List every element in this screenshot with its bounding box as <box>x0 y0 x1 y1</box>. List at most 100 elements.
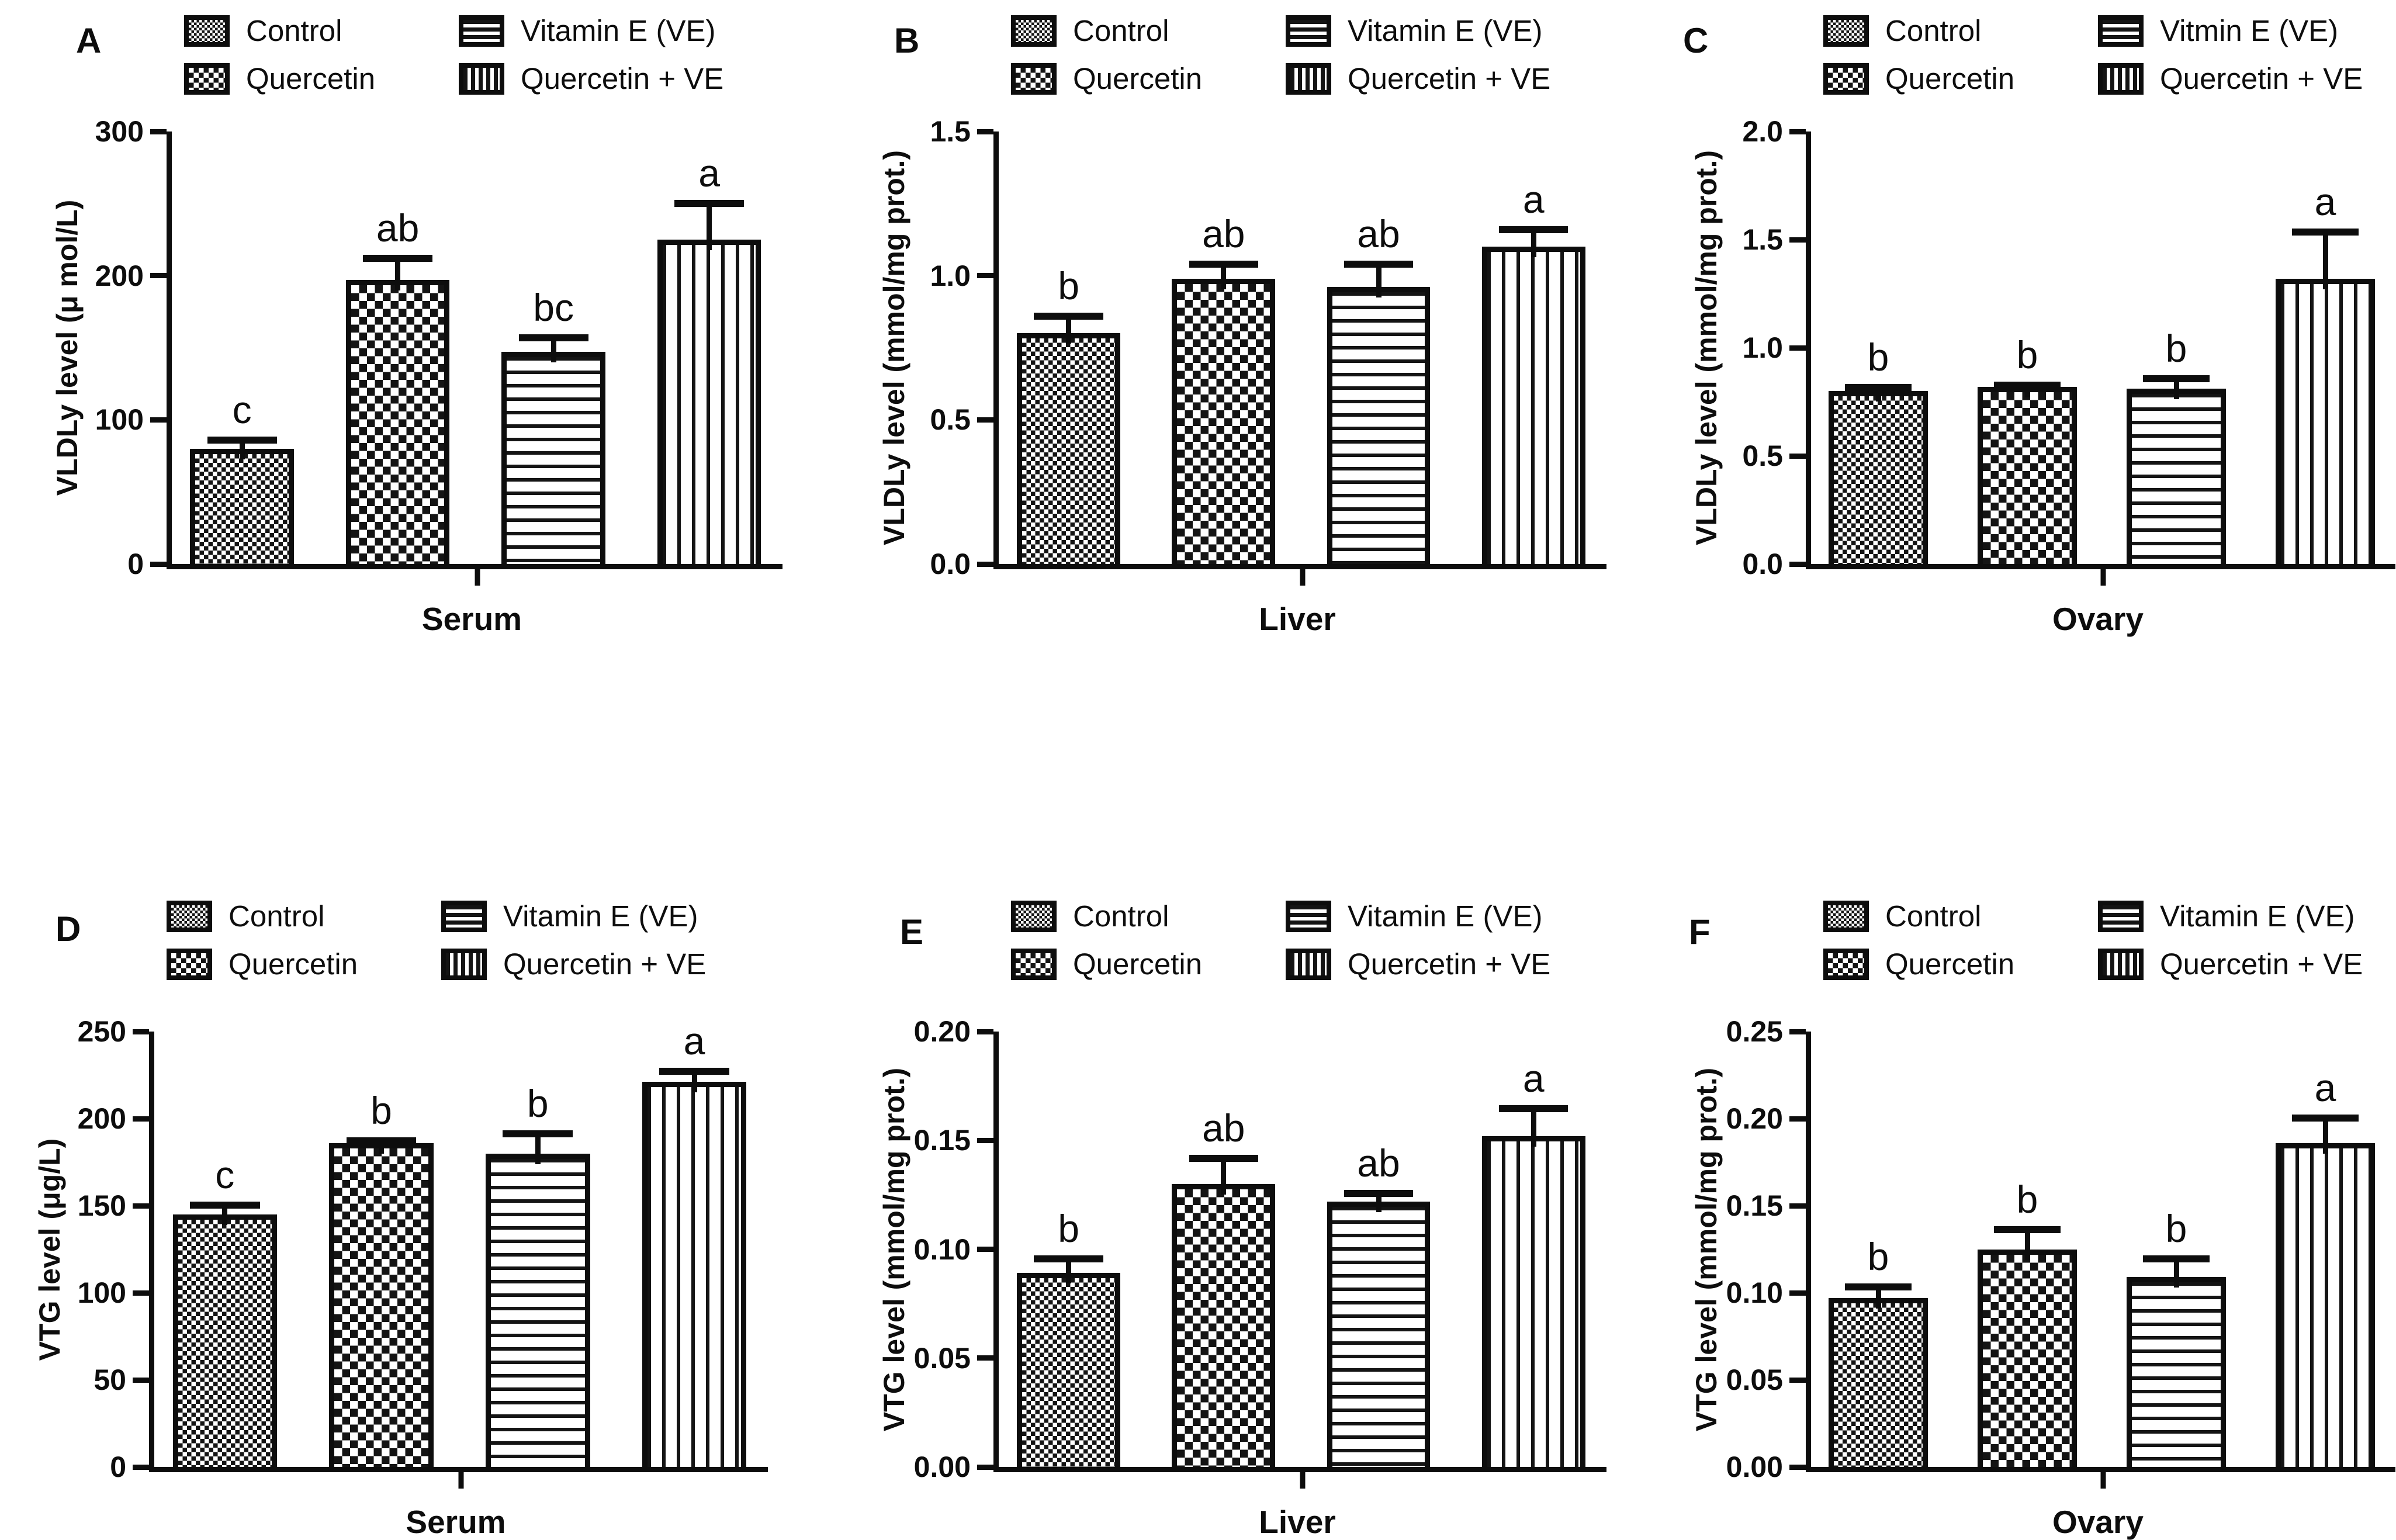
error-bar-cap <box>1498 1105 1569 1112</box>
bar-ve <box>486 1153 590 1467</box>
significance-letter: c <box>232 387 252 431</box>
y-tick-label: 0.05 <box>1726 1363 1783 1396</box>
y-tick-label: 0 <box>127 548 144 580</box>
bar-control <box>172 1214 277 1467</box>
bar-qve <box>657 240 761 564</box>
y-tick-mark <box>150 417 167 423</box>
error-bar-whisker <box>1875 1284 1881 1309</box>
legend: Control Vitamin E (VE) Quercetin Quercetin … <box>184 15 723 95</box>
y-tick-label: 0.00 <box>913 1451 971 1483</box>
legend-label: Control <box>1885 899 1982 933</box>
significance-letter: ab <box>376 206 420 250</box>
control-pattern-swatch <box>1823 901 1869 932</box>
y-tick-mark <box>1789 1464 1806 1470</box>
bar-qve <box>642 1082 747 1467</box>
y-tick-label: 200 <box>95 259 144 292</box>
error-bar-cap <box>189 1202 260 1209</box>
y-tick-label: 1.0 <box>1742 331 1783 364</box>
y-axis-label: VTG level (μg/L) <box>33 1138 66 1361</box>
y-tick-mark <box>133 1116 149 1122</box>
y-tick-mark <box>977 273 993 279</box>
quercetin-pattern-swatch <box>1823 949 1869 980</box>
y-tick-label: 0.10 <box>913 1233 971 1266</box>
bar-control <box>1829 391 1928 564</box>
significance-letter: b <box>2016 1177 2038 1221</box>
bar-ve <box>501 352 605 564</box>
error-bar-whisker <box>379 1137 384 1154</box>
y-axis-label: VLDLy level (μ mol/L) <box>51 199 84 496</box>
y-tick-label: 300 <box>95 115 144 148</box>
legend-item: Control <box>1823 15 2098 47</box>
error-bar-whisker <box>2173 1256 2179 1288</box>
panel-letter: D <box>56 909 81 949</box>
error-bar-whisker <box>707 200 712 250</box>
legend-item: Vitamin E (VE) <box>459 15 723 47</box>
legend-label: Quercetin + VE <box>503 947 707 981</box>
bar-qve <box>2276 278 2375 564</box>
y-tick-label: 0.5 <box>930 403 971 437</box>
significance-letter: ab <box>1202 212 1245 255</box>
x-tick-mark <box>1300 1472 1306 1489</box>
y-tick-label: 0.15 <box>1726 1189 1783 1222</box>
significance-letter: a <box>1522 1056 1545 1100</box>
error-bar-cap <box>1034 1255 1103 1262</box>
error-bar-cap <box>1344 261 1414 268</box>
error-bar-cap <box>2143 375 2210 383</box>
y-tick-mark <box>977 1355 993 1361</box>
error-bar-cap <box>207 436 277 444</box>
y-axis-label: VLDLy level (mmol/mg prot.) <box>878 150 910 546</box>
error-bar-cap <box>1034 312 1103 320</box>
y-tick-label: 250 <box>77 1015 126 1048</box>
legend-item: Quercetin + VE <box>1286 948 1550 981</box>
ve-pattern-swatch <box>1286 901 1331 932</box>
legend-item: Vitamin E (VE) <box>2098 900 2363 933</box>
legend-label: Quercetin + VE <box>2160 62 2363 95</box>
ve-pattern-swatch <box>2098 901 2144 932</box>
y-tick-mark <box>1789 345 1806 351</box>
y-axis-label: VTG level (mmol/mg prot.) <box>878 1067 910 1431</box>
error-bar-cap <box>1994 1226 2061 1233</box>
plot-area: 0.0 0.5 1.0 1.5 b ab ab a <box>930 115 1606 586</box>
legend-item: Control <box>184 15 459 47</box>
legend-label: Quercetin <box>1885 947 2015 981</box>
legend-item: Vitamin E (VE) <box>441 900 706 933</box>
y-tick-label: 0.05 <box>913 1341 971 1375</box>
error-bar-cap <box>346 1137 417 1144</box>
significance-letter: bc <box>533 285 574 329</box>
legend-label: Quercetin + VE <box>521 62 724 95</box>
legend-label: Quercetin <box>228 947 358 981</box>
y-tick-mark <box>1789 129 1806 134</box>
legend-label: Vitamin E (VE) <box>1348 14 1543 47</box>
plot-area: 0 100 200 300 c ab bc a <box>95 115 782 586</box>
error-bar-whisker <box>1531 1105 1536 1147</box>
significance-letter: b <box>2016 333 2038 377</box>
error-bar-whisker <box>1221 261 1227 289</box>
y-tick-mark <box>977 129 993 134</box>
y-tick-mark <box>977 1029 993 1034</box>
legend-item: Quercetin + VE <box>459 63 723 95</box>
significance-letter: c <box>215 1153 235 1197</box>
y-tick-mark <box>150 561 167 567</box>
legend-label: Quercetin <box>1073 62 1203 95</box>
legend-item: Quercetin <box>184 63 459 95</box>
legend-item: Quercetin <box>167 948 441 981</box>
y-axis-label: VLDLy level (mmol/mg prot.) <box>1690 150 1723 546</box>
legend: Control Vitamin E (VE) Quercetin Quercetin … <box>1823 900 2363 981</box>
legend: Control Vitmin E (VE) Quercetin Quercetin +… <box>1823 15 2363 95</box>
bar-qve <box>1481 1136 1585 1467</box>
legend-label: Quercetin + VE <box>1348 62 1551 95</box>
y-tick-label: 0.10 <box>1726 1276 1783 1309</box>
error-bar-whisker <box>2024 382 2030 397</box>
error-bar-cap <box>1498 226 1569 233</box>
legend-item: Quercetin <box>1011 948 1286 981</box>
bar-ve <box>2127 389 2226 564</box>
significance-letter: a <box>683 1019 705 1063</box>
significance-letter: b <box>527 1081 549 1125</box>
legend-item: Quercetin + VE <box>1286 63 1550 95</box>
bar-quercetin <box>1978 386 2077 564</box>
x-tick-mark <box>1300 569 1306 586</box>
y-tick-mark <box>1789 1377 1806 1383</box>
error-bar-cap <box>674 200 745 207</box>
legend: Control Vitamin E (VE) Quercetin Quercetin … <box>1011 15 1550 95</box>
qve-pattern-swatch <box>2098 949 2144 980</box>
